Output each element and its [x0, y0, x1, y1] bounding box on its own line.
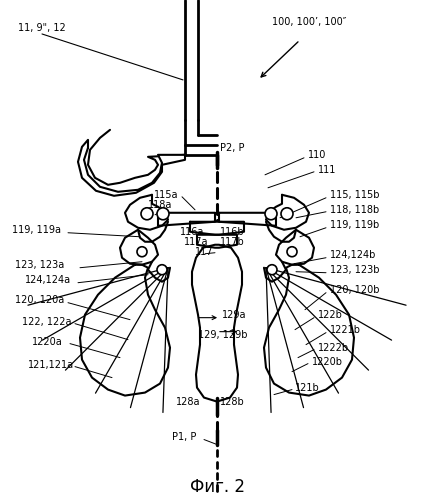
Text: 121,121a: 121,121a [28, 360, 74, 370]
Text: 110: 110 [308, 150, 326, 160]
Text: Фиг. 2: Фиг. 2 [190, 479, 244, 497]
Text: 121b: 121b [295, 383, 320, 393]
Text: P2, P: P2, P [220, 143, 244, 153]
Circle shape [137, 247, 147, 256]
Text: P1, P: P1, P [172, 432, 196, 442]
Text: 1222b: 1222b [318, 343, 349, 353]
Polygon shape [219, 213, 276, 226]
Circle shape [141, 208, 153, 220]
Text: 119, 119a: 119, 119a [12, 225, 61, 235]
Text: 124,124b: 124,124b [330, 250, 376, 259]
Polygon shape [190, 222, 244, 235]
Text: 123, 123a: 123, 123a [15, 259, 64, 270]
Text: 118a: 118a [148, 200, 172, 210]
Text: 117: 117 [195, 247, 214, 256]
Circle shape [267, 264, 277, 275]
Text: 129, 129b: 129, 129b [198, 330, 247, 340]
Polygon shape [264, 264, 354, 396]
Text: 117a: 117a [184, 237, 208, 247]
Text: 11, 9", 12: 11, 9", 12 [18, 23, 66, 33]
Text: 123, 123b: 123, 123b [330, 264, 379, 275]
Polygon shape [158, 213, 215, 226]
Text: 1220b: 1220b [312, 357, 343, 367]
Polygon shape [276, 230, 314, 264]
Text: 128a: 128a [175, 397, 200, 407]
Polygon shape [78, 140, 185, 196]
Text: 117b: 117b [220, 237, 244, 247]
Text: 1221b: 1221b [330, 325, 361, 335]
Circle shape [265, 208, 277, 220]
Text: 1220a: 1220a [32, 337, 63, 347]
Text: 124,124a: 124,124a [25, 275, 71, 285]
Text: 128b: 128b [220, 397, 245, 407]
Text: 115a: 115a [154, 190, 178, 200]
Circle shape [157, 208, 169, 220]
Text: 116a: 116a [180, 227, 204, 237]
Text: 120, 120a: 120, 120a [15, 295, 64, 305]
Text: 115, 115b: 115, 115b [330, 190, 379, 200]
Polygon shape [192, 245, 242, 402]
Text: 119, 119b: 119, 119b [330, 220, 379, 230]
Text: 122b: 122b [318, 310, 343, 320]
Text: 118, 118b: 118, 118b [330, 205, 379, 215]
Text: 100, 100’, 100″: 100, 100’, 100″ [272, 17, 346, 27]
Circle shape [157, 264, 167, 275]
Polygon shape [125, 195, 168, 230]
Text: 129a: 129a [222, 310, 247, 320]
Polygon shape [80, 264, 170, 396]
Text: 116b: 116b [220, 227, 244, 237]
Circle shape [287, 247, 297, 256]
Polygon shape [120, 230, 158, 264]
Text: 122, 122a: 122, 122a [22, 317, 72, 327]
Polygon shape [197, 235, 237, 248]
Circle shape [281, 208, 293, 220]
Text: 120, 120b: 120, 120b [330, 285, 379, 295]
Polygon shape [266, 195, 309, 230]
Text: 111: 111 [318, 165, 336, 175]
